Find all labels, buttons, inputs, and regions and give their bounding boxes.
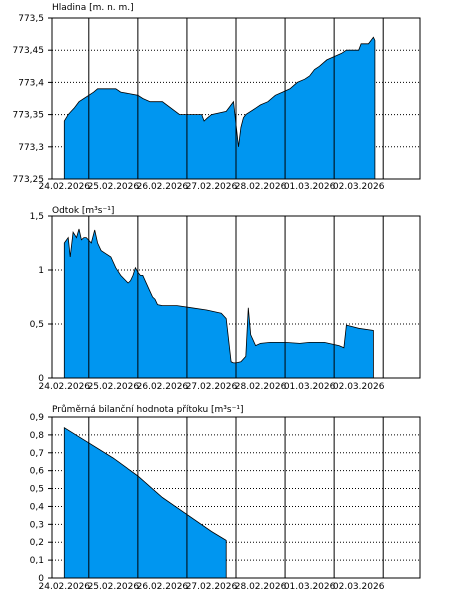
series-area xyxy=(63,426,227,579)
y-tick-label: 0,1 xyxy=(30,556,44,566)
x-tick-label: 27.02.2026 xyxy=(186,582,238,592)
x-tick-label: 25.02.2026 xyxy=(88,382,140,392)
series-area xyxy=(63,228,374,379)
y-tick-label: 0,9 xyxy=(30,413,45,423)
chart-hladina: 773,25 773,3 773,35 773,4 773,45 773,5 24.02.2… xyxy=(13,14,421,192)
x-tick-label: 25.02.2026 xyxy=(88,582,140,592)
y-tick-label: 1,5 xyxy=(30,212,44,222)
y-tick-label: 0,6 xyxy=(30,467,45,477)
x-tick-label: 28.02.2026 xyxy=(235,182,287,192)
y-tick-label: 0,5 xyxy=(30,320,44,330)
x-tick-label: 27.02.2026 xyxy=(186,182,238,192)
x-tick-label: 28.02.2026 xyxy=(235,382,287,392)
chart-panel-pritok: Průměrná bilanční hodnota přítoku [m³s⁻¹… xyxy=(0,405,450,610)
chart-pritok: 0 0,1 0,2 0,3 0,4 0,5 0,6 0,7 0,8 0,9 24.02.202625… xyxy=(30,413,421,592)
y-tick-label: 0,8 xyxy=(30,431,45,441)
series-area xyxy=(63,36,376,180)
x-tick-label: 24.02.2026 xyxy=(39,382,91,392)
y-tick-label: 773,3 xyxy=(18,143,44,153)
y-tick-label: 0,2 xyxy=(30,538,44,548)
x-tick-label: 01.03.2026 xyxy=(284,182,336,192)
chart-title-pritok: Průměrná bilanční hodnota přítoku [m³s⁻¹… xyxy=(52,405,244,415)
chart-odtok: 0 0,5 1 1,5 24.02.202625.02.202626.02.202627… xyxy=(30,212,421,392)
y-tick-label: 773,4 xyxy=(18,78,44,88)
y-tick-label: 0,3 xyxy=(30,520,44,530)
y-tick-label: 773,35 xyxy=(13,111,45,121)
chart-panel-hladina: Hladina [m. n. m.] 773,25 773,3 773,35 773,… xyxy=(0,0,450,205)
x-tick-label: 02.03.2026 xyxy=(333,382,385,392)
x-tick-label: 28.02.2026 xyxy=(235,582,287,592)
y-tick-label: 0,4 xyxy=(30,502,45,512)
plot-frame xyxy=(51,17,421,180)
x-tick-label: 24.02.2026 xyxy=(39,582,91,592)
x-tick-label: 27.02.2026 xyxy=(186,382,238,392)
x-tick-label: 25.02.2026 xyxy=(88,182,140,192)
plot-frame xyxy=(51,416,421,579)
x-tick-label: 02.03.2026 xyxy=(333,582,385,592)
y-tick-label: 773,5 xyxy=(18,14,44,24)
plot-frame xyxy=(51,215,421,379)
x-tick-label: 01.03.2026 xyxy=(284,582,336,592)
y-tick-label: 0 xyxy=(38,574,44,584)
y-tick-label: 0,5 xyxy=(30,485,44,495)
chart-panel-odtok: Odtok [m³s⁻¹] 0 0,5 1 1,5 24.02.2026 25.02.20… xyxy=(0,205,450,405)
x-tick-label: 01.03.2026 xyxy=(284,382,336,392)
y-tick-label: 773,45 xyxy=(13,46,45,56)
chart-title-odtok: Odtok [m³s⁻¹] xyxy=(52,206,115,216)
y-tick-label: 1 xyxy=(38,266,44,276)
x-tick-label: 02.03.2026 xyxy=(333,182,385,192)
y-tick-label: 773,25 xyxy=(13,175,45,185)
x-tick-label: 26.02.2026 xyxy=(137,382,189,392)
x-tick-label: 26.02.2026 xyxy=(137,582,189,592)
x-tick-label: 24.02.2026 xyxy=(39,182,91,192)
chart-title-hladina: Hladina [m. n. m.] xyxy=(52,3,134,13)
y-tick-label: 0,7 xyxy=(30,449,44,459)
y-tick-label: 0 xyxy=(38,374,44,384)
x-tick-label: 26.02.2026 xyxy=(137,182,189,192)
